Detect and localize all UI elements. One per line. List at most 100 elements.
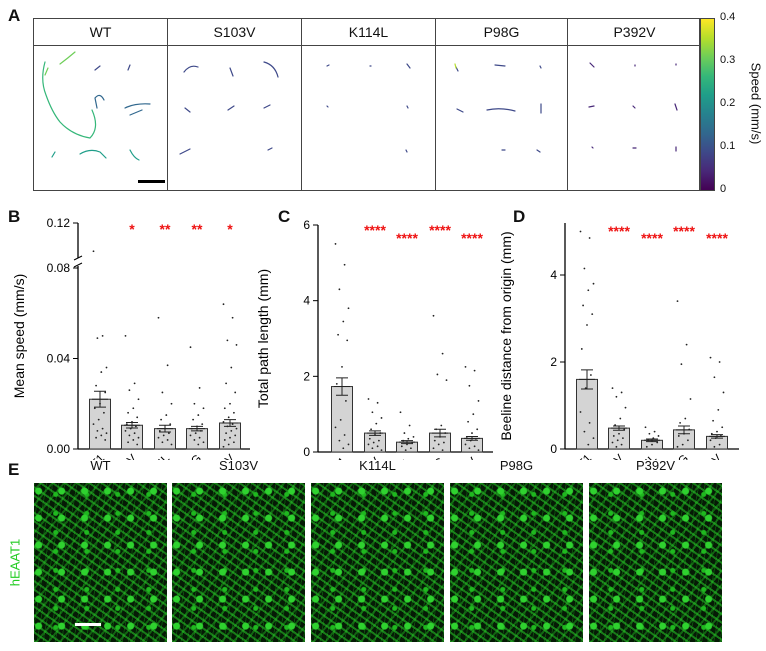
bar [121, 424, 143, 450]
data-point [684, 417, 687, 420]
data-point [226, 339, 229, 342]
bar [186, 428, 208, 450]
y-tick-label: 4 [303, 294, 310, 308]
data-point [346, 339, 349, 342]
trajectories [42, 51, 678, 183]
error-bar [334, 377, 350, 396]
data-point [341, 365, 343, 368]
data-point [201, 423, 204, 426]
data-point [96, 337, 99, 340]
y-tick-label: 4 [550, 268, 557, 282]
data-point [229, 402, 231, 405]
data-point [166, 439, 169, 441]
y-tick-label: 0.12 [47, 216, 71, 230]
data-point [583, 267, 586, 270]
data-point [443, 441, 445, 444]
data-point [648, 432, 651, 435]
data-point [592, 437, 595, 440]
colorbar-tick: 0.1 [720, 140, 736, 152]
data-point [193, 402, 196, 405]
panel-label-a: A [8, 6, 21, 25]
significance-stars: **** [461, 230, 483, 246]
data-point [371, 411, 374, 414]
data-point [721, 426, 724, 429]
data-point [222, 445, 225, 448]
error-bar [676, 425, 692, 435]
error-bar [644, 438, 660, 443]
data-point [472, 413, 475, 416]
trajectory-column-s103v: S103V [168, 19, 302, 190]
data-point [583, 430, 586, 433]
data-point [101, 427, 104, 430]
data-point [378, 439, 380, 442]
error-bar [189, 425, 205, 432]
data-point [343, 434, 346, 436]
data-point [473, 369, 476, 372]
data-point [624, 406, 627, 409]
data-point [410, 447, 412, 450]
trajectory [326, 63, 411, 153]
data-point [347, 307, 350, 310]
data-point [223, 439, 226, 441]
colorbar-tick: 0.4 [720, 11, 736, 23]
bar [364, 432, 386, 453]
trajectory-column-p392v: P392V [568, 19, 701, 190]
data-point [371, 447, 374, 450]
data-point [337, 333, 339, 336]
data-point [128, 434, 131, 437]
data-point [679, 422, 681, 424]
bar [576, 378, 598, 450]
data-point [161, 391, 164, 394]
data-point [587, 443, 590, 446]
data-point [338, 439, 341, 442]
y-tick-label: 0 [550, 442, 557, 456]
data-point [677, 435, 680, 437]
y-tick-label: 0.08 [47, 261, 71, 275]
data-point [202, 407, 205, 410]
trajectory-panel: WT S103V K114L P98G P392V [33, 18, 701, 191]
data-point [676, 300, 679, 302]
data-point [680, 363, 683, 366]
data-point [651, 443, 653, 446]
data-point [158, 430, 161, 432]
data-point [713, 376, 716, 379]
significance-stars: **** [641, 230, 663, 246]
data-point [227, 443, 230, 446]
error-bar [432, 428, 448, 438]
data-point [579, 230, 582, 233]
data-point [103, 411, 105, 414]
y-axis-label: Total path length (mm) [255, 269, 271, 408]
trajectory [179, 61, 279, 155]
data-point [685, 343, 688, 346]
data-point [407, 437, 410, 440]
data-point [202, 441, 205, 444]
data-point [587, 289, 590, 292]
panel-label-e: E [8, 460, 20, 479]
error-bar [92, 390, 108, 408]
significance-stars: **** [396, 230, 418, 246]
data-point [169, 423, 172, 426]
data-point [198, 436, 201, 439]
data-point [105, 366, 108, 369]
error-bar [579, 369, 595, 390]
y-tick-label: 0 [303, 445, 310, 459]
colorbar-tick: 0.3 [720, 54, 736, 66]
data-point [222, 420, 225, 423]
data-point [334, 426, 337, 429]
data-point [342, 447, 345, 450]
y-tick-label: 0.04 [47, 352, 71, 366]
data-point [586, 324, 588, 326]
data-point [97, 418, 100, 421]
data-point [162, 434, 165, 437]
data-point [433, 439, 436, 442]
data-point [712, 419, 714, 422]
data-point [612, 435, 615, 437]
column-header: S103V [168, 19, 301, 46]
data-point [471, 432, 473, 434]
data-point [137, 398, 140, 401]
significance-stars: **** [673, 223, 695, 239]
data-point [222, 303, 225, 306]
data-point [400, 445, 403, 448]
data-point [718, 443, 721, 446]
data-point [432, 314, 435, 317]
